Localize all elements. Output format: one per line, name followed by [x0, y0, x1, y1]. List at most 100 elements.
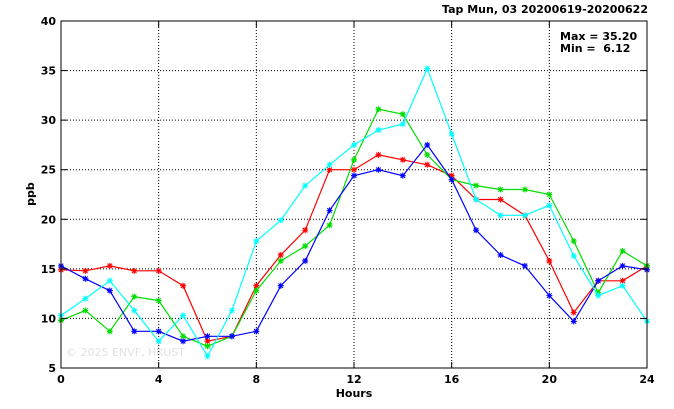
grid-lines: [61, 21, 647, 368]
data-point-marker: [619, 282, 626, 289]
data-point-marker: [546, 202, 553, 209]
x-axis-label: Hours: [336, 387, 373, 400]
data-point-marker: [497, 196, 504, 203]
data-point-marker: [424, 65, 431, 72]
data-point-marker: [570, 252, 577, 259]
data-point-marker: [204, 333, 211, 340]
y-axis-label: ppb: [24, 182, 37, 206]
y-tick-label: 25: [41, 164, 56, 177]
data-point-marker: [521, 262, 528, 269]
data-point-marker: [302, 227, 309, 234]
x-tick-label: 0: [57, 373, 65, 386]
data-point-marker: [619, 262, 626, 269]
data-point-marker: [155, 297, 162, 304]
data-point-marker: [399, 121, 406, 128]
data-point-marker: [473, 227, 480, 234]
data-point-marker: [131, 307, 138, 314]
data-point-marker: [131, 267, 138, 274]
data-point-marker: [180, 338, 187, 345]
data-point-marker: [82, 267, 89, 274]
data-point-marker: [228, 307, 235, 314]
data-point-marker: [228, 333, 235, 340]
data-point-marker: [106, 287, 113, 294]
data-point-marker: [277, 251, 284, 258]
data-point-marker: [497, 212, 504, 219]
data-point-marker: [155, 328, 162, 335]
data-point-marker: [131, 328, 138, 335]
data-point-marker: [82, 307, 89, 314]
data-point-marker: [204, 343, 211, 350]
data-point-marker: [351, 172, 357, 179]
data-point-marker: [204, 353, 211, 360]
data-point-marker: [448, 131, 455, 138]
data-point-marker: [277, 257, 284, 264]
data-point-marker: [302, 257, 309, 264]
x-tick-label: 20: [542, 373, 558, 386]
data-point-marker: [546, 292, 553, 299]
y-tick-label: 15: [41, 263, 56, 276]
data-point-marker: [399, 156, 406, 163]
data-point-marker: [82, 275, 89, 282]
x-tick-label: 8: [253, 373, 261, 386]
data-point-marker: [375, 106, 382, 113]
series-layer: [58, 65, 650, 360]
data-point-marker: [570, 238, 577, 245]
data-point-marker: [521, 212, 528, 219]
y-tick-label: 40: [41, 15, 57, 28]
data-point-marker: [302, 243, 309, 250]
data-point-marker: [82, 295, 89, 302]
data-point-marker: [375, 151, 382, 158]
data-point-marker: [619, 277, 626, 284]
data-point-marker: [106, 262, 113, 269]
data-point-marker: [155, 338, 162, 345]
data-point-marker: [253, 287, 260, 294]
axis-ticks: [60, 20, 648, 369]
data-point-marker: [619, 248, 626, 255]
data-point-marker: [424, 151, 431, 158]
data-point-marker: [131, 293, 138, 300]
watermark: © 2025 ENVF, HKUST: [66, 346, 185, 359]
data-point-marker: [399, 111, 406, 118]
data-point-marker: [253, 238, 260, 245]
data-point-marker: [106, 328, 113, 335]
x-tick-label: 4: [155, 373, 163, 386]
data-point-marker: [253, 282, 260, 289]
data-point-marker: [521, 186, 528, 193]
data-point-marker: [326, 161, 333, 168]
data-point-marker: [326, 166, 333, 173]
chart-title: Tap Mun, 03 20200619-20200622: [442, 3, 648, 16]
data-point-marker: [448, 176, 455, 183]
data-point-marker: [277, 282, 284, 289]
data-point-marker: [546, 257, 553, 264]
data-point-marker: [375, 127, 382, 134]
data-point-marker: [180, 282, 187, 289]
x-tick-labels: 0 4 8 12 16 20 24: [57, 373, 655, 386]
data-point-marker: [570, 309, 577, 316]
data-point-marker: [106, 277, 113, 284]
x-tick-label: 12: [346, 373, 361, 386]
data-point-marker: [497, 251, 504, 258]
data-point-marker: [351, 141, 357, 148]
data-point-marker: [546, 191, 553, 198]
y-tick-label: 10: [41, 312, 57, 325]
data-point-marker: [277, 217, 284, 224]
data-point-marker: [399, 172, 406, 179]
y-tick-label: 30: [41, 114, 57, 127]
data-point-marker: [473, 182, 480, 189]
y-tick-label: 5: [48, 362, 56, 375]
data-point-marker: [326, 207, 333, 214]
data-point-marker: [351, 156, 357, 163]
x-tick-label: 24: [639, 373, 655, 386]
data-point-marker: [424, 161, 431, 168]
data-point-marker: [155, 267, 162, 274]
y-tick-labels: 5 10 15 20 25 30 35 40: [41, 15, 57, 375]
data-point-marker: [326, 222, 333, 229]
data-point-marker: [375, 166, 382, 173]
data-point-marker: [595, 292, 602, 299]
data-point-marker: [180, 312, 187, 319]
data-point-marker: [253, 328, 260, 335]
data-point-marker: [302, 182, 309, 189]
data-point-marker: [473, 196, 480, 203]
data-point-marker: [570, 318, 577, 325]
